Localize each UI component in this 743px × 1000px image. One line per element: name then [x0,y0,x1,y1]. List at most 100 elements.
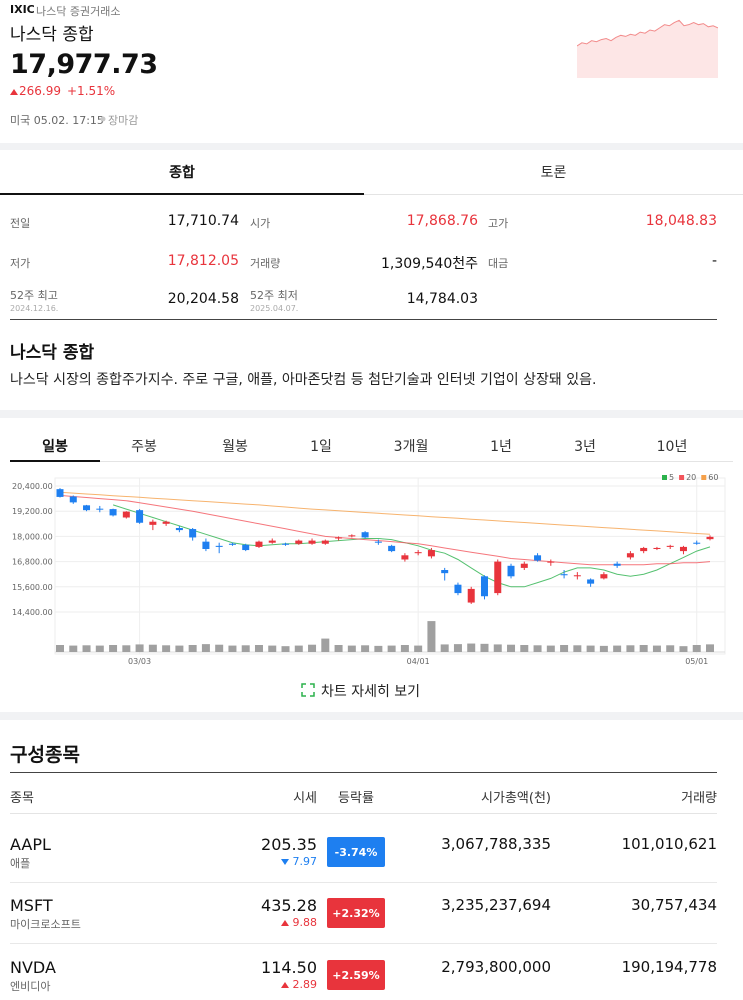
candle-body [573,575,581,577]
period-tab[interactable]: 1년 [490,439,512,455]
candle-body [321,540,329,544]
divider [10,319,717,320]
candle-body [467,588,475,603]
candle-body [706,536,714,540]
volume-bar [440,644,449,652]
price: 205.35 [261,835,317,854]
candle-body [242,544,250,551]
change-badge: -3.74% [327,837,385,867]
exchange: 나스닥 증권거래소 [36,5,121,18]
tab[interactable]: 토론 [540,165,567,181]
period-underline [10,460,100,462]
company-name: 마이크로소프트 [10,918,81,931]
status: 장마감 [108,114,139,127]
up-arrow [10,89,18,95]
volume: 101,010,621 [621,835,717,853]
candle-body [202,541,210,549]
candle-body [122,511,130,518]
volume-bar [321,638,330,652]
candle-body [56,489,64,497]
candle-body [640,547,648,552]
ticker[interactable]: MSFT [10,896,53,915]
sparkline [577,19,718,78]
volume-bar [281,646,290,652]
market-cap: 3,235,237,694 [441,896,551,914]
candle-body [560,574,568,576]
stat-label: 대금 [488,257,509,270]
chart-link[interactable]: 차트 자세히 보기 [321,684,421,700]
candle-body [454,584,462,594]
volume-bar [520,645,529,652]
up-arrow [281,920,289,926]
period-tab[interactable]: 1일 [310,439,332,455]
period-tab[interactable]: 주봉 [131,439,157,455]
time: 미국 05.02. 17:15 [10,114,104,127]
stat-label: 52주 최저 [250,289,298,302]
candle-body [534,555,542,561]
separator [0,143,743,150]
column-header: 시세 [293,791,317,806]
candle-body [401,555,409,560]
tab-underline [0,193,364,195]
volume-bar [254,645,263,652]
volume-bar [294,645,303,652]
volume-bar [122,645,131,652]
y-tick-label: 14,400.00 [12,608,53,617]
period-tab[interactable]: 일봉 [42,439,68,455]
volume-bar [427,621,436,652]
volume-bar [387,645,396,652]
volume-bar [626,645,635,652]
candle-body [189,529,197,538]
volume-bar [162,645,171,652]
period-tab[interactable]: 월봉 [222,439,248,455]
volume-bar [586,645,595,652]
plot-frame [54,477,726,655]
change-badge: +2.59% [327,960,385,990]
candle-body [414,552,422,554]
stat-date: 2024.12.16. [10,304,59,313]
description-title: 나스닥 종합 [10,343,95,363]
stat-label: 52주 최고 [10,289,58,302]
volume-bar [493,644,502,652]
volume-bar [228,645,237,652]
market-cap: 3,067,788,335 [441,835,551,853]
volume-bar [573,645,582,652]
volume-bar [706,644,714,652]
separator [0,712,743,720]
candle-body [666,545,674,547]
tab[interactable]: 종합 [169,165,195,181]
candle-body [83,505,91,511]
ticker[interactable]: AAPL [10,835,51,854]
period-tab[interactable]: 3개월 [393,439,429,455]
candle-body [69,496,77,503]
legend-swatch [679,475,685,480]
candle-body [109,509,117,516]
y-tick-label: 19,200.00 [12,507,53,516]
ma-line [59,491,711,535]
period-tab[interactable]: 10년 [656,439,688,455]
stat-label: 거래량 [250,257,281,270]
ticker[interactable]: NVDA [10,958,56,977]
candle-body [162,521,170,524]
volume-bar [56,645,64,652]
volume-bar [480,643,489,652]
stat-label: 전일 [10,217,31,230]
volume-bar [135,644,144,652]
stat-value: 20,204.58 [167,291,239,307]
y-tick-label: 16,800.00 [12,558,53,567]
candle-body [679,546,687,552]
candle-body [295,540,303,544]
volume-bar [175,645,184,652]
period-tab[interactable]: 3년 [574,439,596,455]
stat-label: 시가 [250,217,271,230]
candle-body [361,532,369,538]
volume-bar [639,645,648,652]
company-name: 엔비디아 [10,980,51,993]
candle-body [282,543,290,545]
candle-body [255,541,263,547]
divider [10,772,717,773]
candle-body [427,550,435,557]
x-tick-label: 05/01 [685,657,708,666]
x-tick-label: 04/01 [407,657,430,666]
